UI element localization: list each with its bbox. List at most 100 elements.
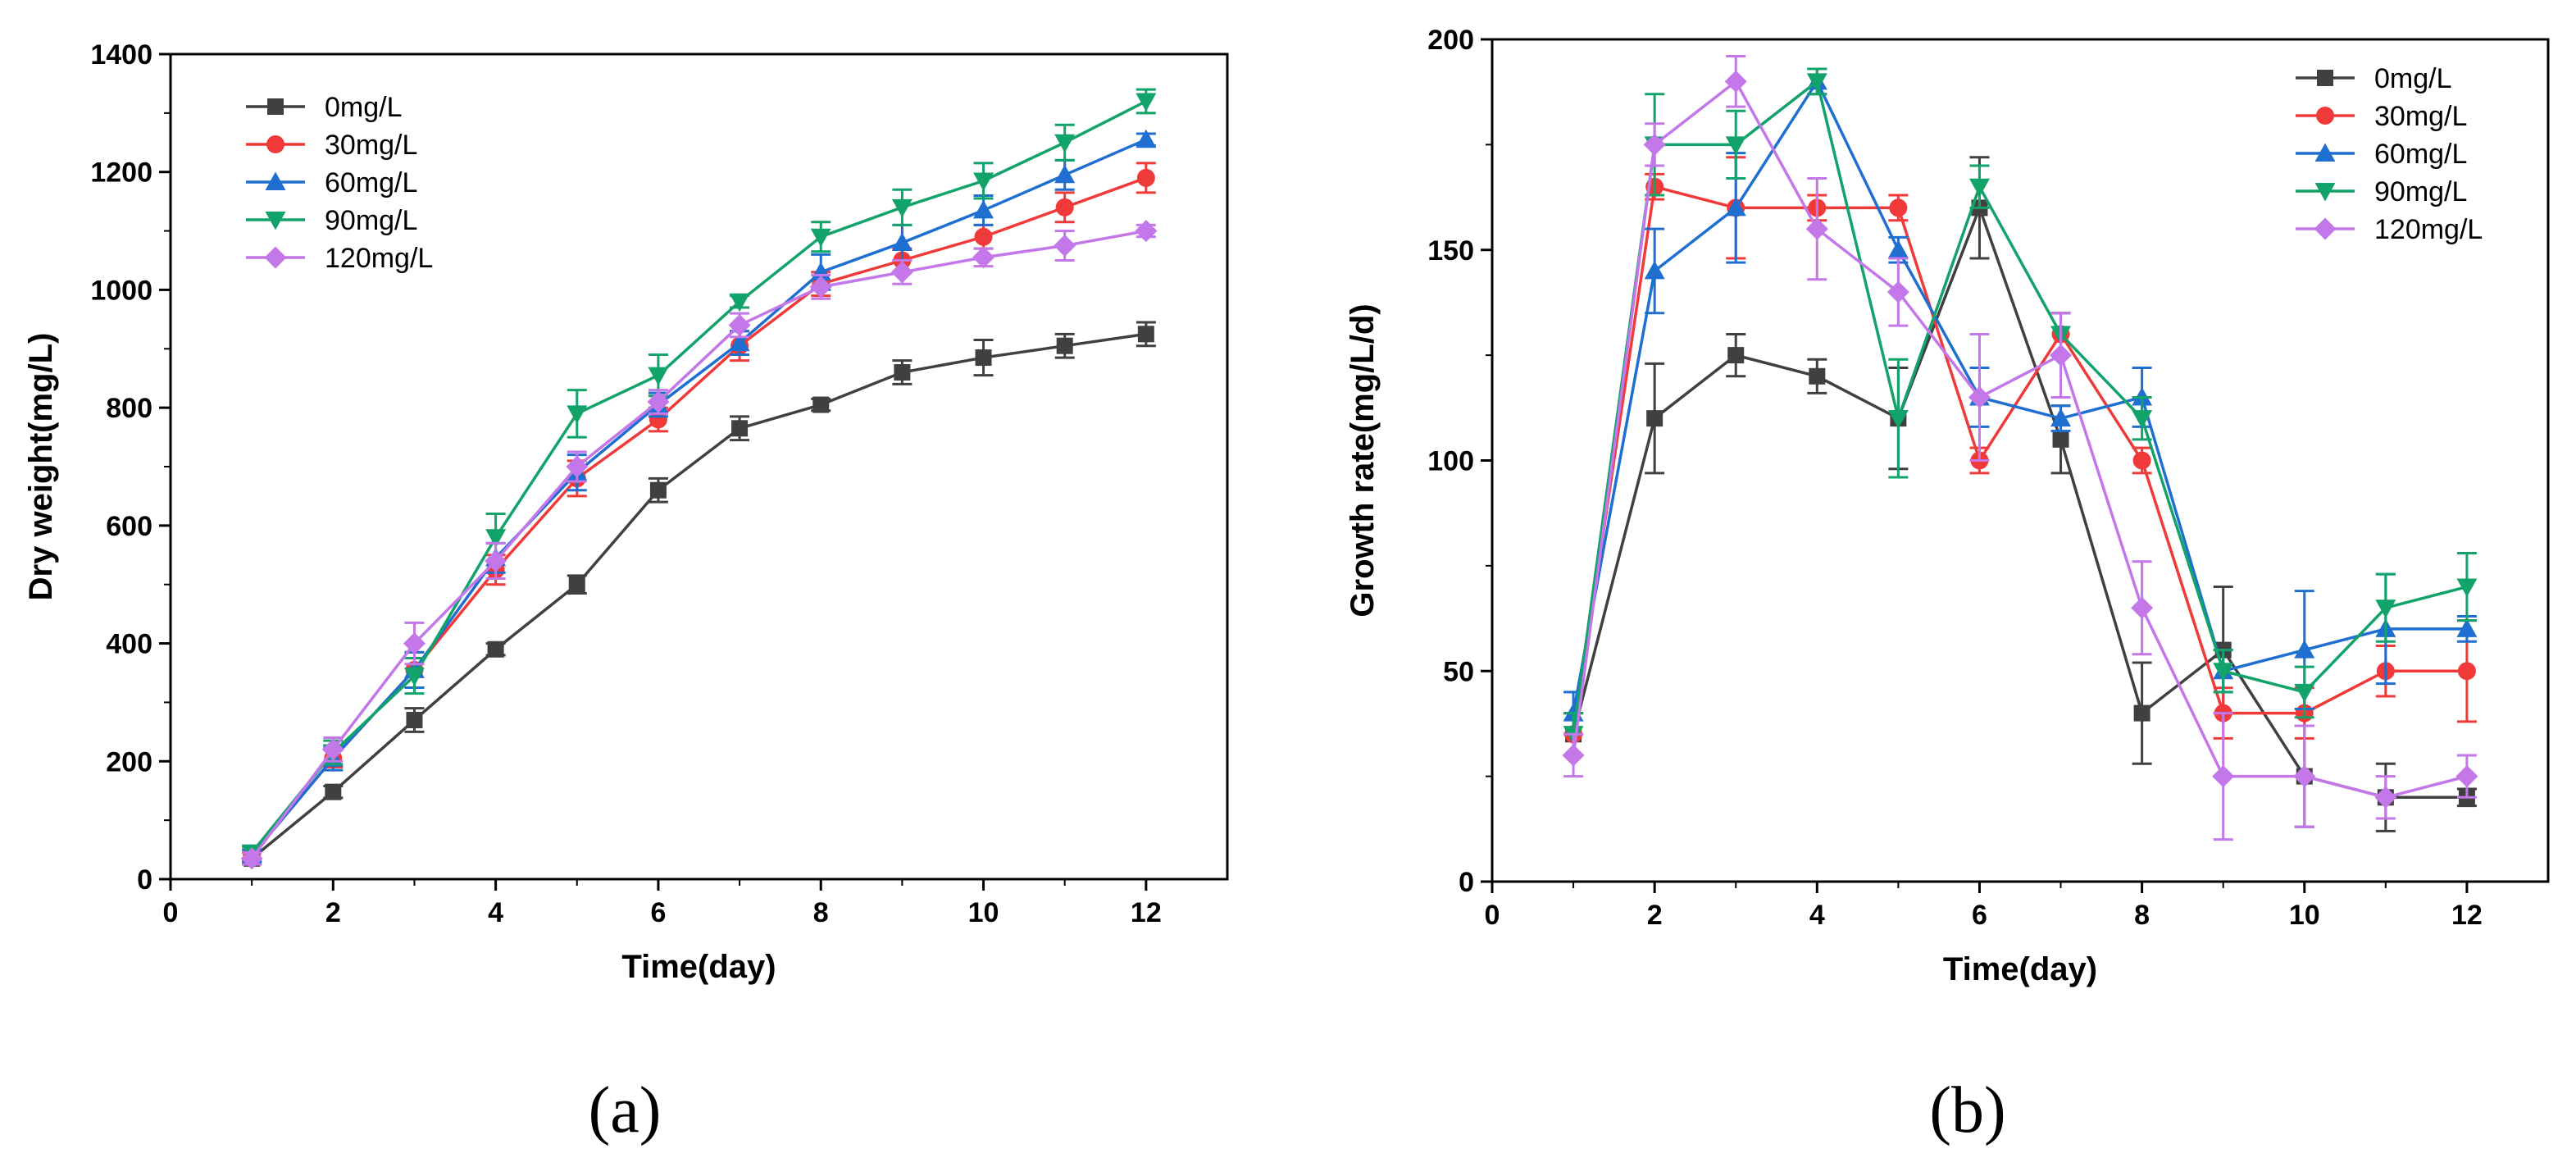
legend-label: 120mg/L: [2374, 214, 2483, 245]
data-point: [240, 847, 263, 870]
series-line: [1572, 203, 2467, 800]
legend-marker: [267, 98, 284, 115]
series-90mg/L: [241, 88, 1157, 864]
y-tick-label: 200: [1427, 25, 1474, 56]
data-point: [731, 420, 749, 437]
data-point: [1806, 73, 1827, 92]
series-120mg/L: [240, 220, 1158, 870]
data-point: [2213, 663, 2234, 682]
series-60mg/L: [1563, 67, 2478, 736]
legend-label: 120mg/L: [325, 243, 433, 274]
data-point: [2457, 662, 2476, 681]
data-point: [973, 199, 994, 219]
data-point: [2455, 765, 2478, 788]
data-point: [2050, 344, 2073, 367]
data-point: [2456, 578, 2478, 598]
x-tick-label: 0: [163, 897, 179, 928]
data-point: [1055, 198, 1074, 217]
data-point: [2212, 765, 2235, 788]
series-line: [251, 332, 1147, 860]
y-tick-label: 0: [1459, 867, 1474, 898]
data-point: [729, 332, 750, 352]
data-point: [648, 367, 669, 386]
y-tick-label: 150: [1427, 235, 1474, 267]
data-point: [403, 632, 426, 655]
y-tick-label: 400: [106, 629, 152, 660]
data-point: [728, 314, 751, 337]
x-tick-label: 4: [488, 897, 503, 928]
data-point: [1136, 93, 1157, 112]
data-point: [2131, 596, 2154, 619]
data-point: [2133, 704, 2150, 722]
series-line: [1572, 79, 2468, 735]
data-point: [1646, 410, 1663, 427]
series-line: [250, 138, 1147, 857]
data-point: [649, 481, 667, 499]
panel-label: (b): [1929, 1074, 2005, 1146]
series-90mg/L: [1563, 67, 2478, 757]
series-line: [250, 229, 1147, 859]
legend-label: 60mg/L: [2374, 139, 2467, 170]
data-point: [2294, 640, 2315, 659]
data-point: [2294, 683, 2315, 703]
legend-marker: [2316, 107, 2334, 125]
data-point: [403, 668, 425, 686]
data-point: [647, 390, 670, 413]
data-point: [2132, 410, 2153, 429]
x-tick-label: 6: [1972, 900, 1987, 931]
x-tick-label: 12: [1131, 897, 1162, 928]
y-tick-label: 0: [137, 864, 152, 896]
x-tick-label: 2: [325, 897, 341, 928]
series-60mg/L: [241, 129, 1157, 864]
data-point: [975, 349, 992, 367]
x-tick-label: 8: [2134, 900, 2150, 931]
legend-label: 0mg/L: [2374, 63, 2452, 94]
data-point: [2050, 408, 2072, 427]
legend-label: 30mg/L: [325, 130, 417, 161]
legend: 0mg/L 30mg/L 60mg/L 90mg/L 120mg/L: [246, 92, 433, 274]
legend-label: 90mg/L: [2374, 176, 2467, 207]
y-tick-label: 200: [106, 746, 152, 777]
data-point: [485, 529, 507, 548]
data-point: [2052, 431, 2069, 448]
series-line: [1572, 78, 2467, 713]
chart-panel-b: 0 2 4 6 8 10 12 0 50 100 150 200 Time(day) Growth rat…: [1345, 25, 2550, 1146]
data-point: [1727, 347, 1745, 364]
data-point: [1562, 744, 1585, 767]
x-tick-label: 12: [2451, 900, 2483, 931]
data-point: [1805, 217, 1828, 240]
series-line: [1572, 79, 2468, 800]
data-point: [890, 261, 913, 284]
data-point: [2375, 599, 2396, 618]
data-point: [1724, 70, 1747, 93]
x-tick-label: 10: [968, 897, 999, 928]
data-point: [974, 227, 993, 246]
legend-label: 60mg/L: [325, 167, 417, 198]
legend-marker: [2317, 70, 2333, 86]
data-point: [1054, 235, 1076, 258]
data-point: [1136, 129, 1157, 148]
y-tick-label: 1000: [90, 275, 152, 306]
legend-marker: [265, 212, 286, 230]
legend-label: 90mg/L: [325, 205, 417, 236]
x-tick-label: 10: [2289, 900, 2320, 931]
x-tick-label: 8: [813, 897, 829, 928]
y-axis-title: Dry weight(mg/L): [23, 333, 59, 601]
data-point: [568, 576, 585, 593]
data-point: [1056, 337, 1073, 354]
series-120mg/L: [1562, 55, 2478, 841]
data-point: [1887, 410, 1909, 429]
data-point: [567, 405, 588, 424]
data-point: [649, 410, 667, 429]
y-tick-label: 1200: [90, 157, 152, 189]
data-point: [1725, 197, 1746, 217]
data-point: [972, 246, 995, 269]
data-point: [406, 711, 423, 728]
legend-marker: [265, 171, 286, 190]
data-point: [325, 783, 342, 800]
y-tick-label: 1400: [90, 39, 152, 71]
data-point: [2456, 618, 2478, 637]
y-tick-label: 100: [1427, 446, 1474, 477]
series-30mg/L: [1563, 156, 2477, 757]
